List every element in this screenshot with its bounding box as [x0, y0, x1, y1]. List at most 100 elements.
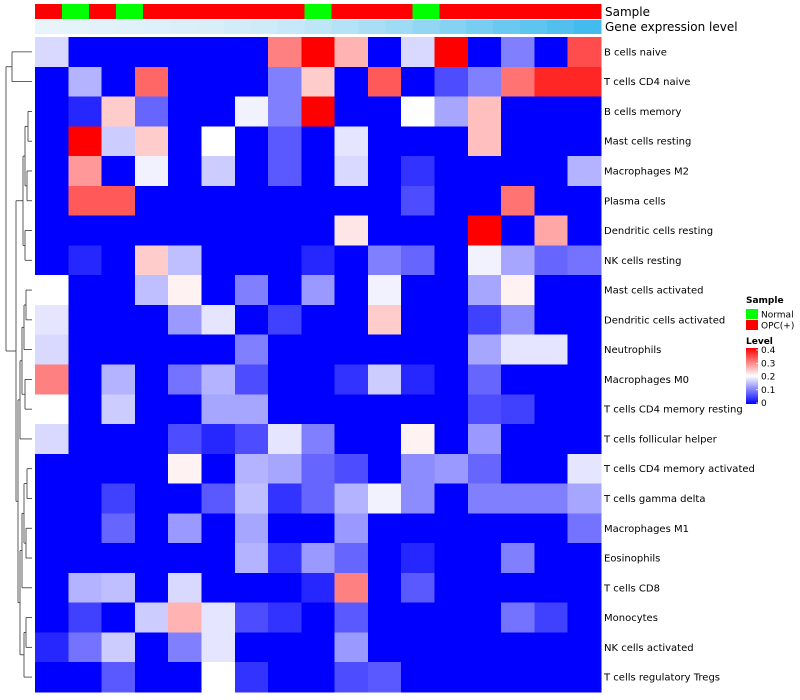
heatmap-cell — [467, 215, 502, 246]
heatmap-cell — [434, 364, 469, 395]
sample-legend-swatch — [746, 320, 758, 330]
sample-legend-label: Normal — [761, 311, 794, 321]
heatmap-cell — [201, 543, 236, 574]
heatmap-cell — [367, 632, 402, 663]
heatmap-cell — [68, 156, 102, 187]
heatmap-cell — [534, 394, 569, 425]
heatmap-cell — [68, 602, 102, 633]
heatmap-cell — [534, 632, 569, 663]
sample-annotation-cell — [277, 4, 305, 19]
heatmap-cell — [334, 304, 369, 336]
heatmap-cell — [401, 424, 435, 455]
heatmap-cell — [134, 304, 169, 336]
gene-level-annotation-cell — [250, 20, 278, 34]
heatmap-cell — [334, 96, 369, 127]
sample-annotation-cell — [439, 4, 467, 19]
gene-level-annotation-cell — [169, 20, 198, 34]
heatmap-cell — [301, 394, 336, 425]
heatmap-cell — [301, 156, 336, 187]
heatmap-cell — [101, 334, 136, 365]
heatmap-cell — [434, 632, 469, 663]
heatmap-cell — [68, 662, 102, 693]
heatmap-cell — [367, 483, 402, 514]
gene-level-annotation-cell — [547, 20, 575, 34]
heatmap-cell — [201, 96, 236, 127]
heatmap-cell — [434, 37, 469, 68]
heatmap-cell — [367, 424, 402, 455]
heatmap-cell — [268, 37, 302, 68]
heatmap-cell — [68, 37, 102, 68]
heatmap-cell — [35, 572, 69, 604]
heatmap-cell — [101, 632, 136, 663]
heatmap-cell — [567, 483, 602, 514]
row-label: Macrophages M0 — [604, 375, 689, 386]
heatmap-cell — [234, 453, 269, 484]
heatmap-cell — [201, 185, 236, 217]
heatmap-cell — [401, 245, 435, 276]
heatmap-cell — [168, 602, 202, 633]
heatmap-cell — [234, 632, 269, 663]
heatmap-cell — [101, 453, 136, 484]
heatmap-cell — [534, 424, 569, 455]
heatmap-cell — [367, 304, 402, 336]
level-tick-label: 0.1 — [761, 386, 775, 396]
heatmap-cell — [334, 126, 369, 157]
sample-annotation-cell — [547, 4, 575, 19]
heatmap-cell — [134, 156, 169, 187]
heatmap-cell — [434, 185, 469, 217]
heatmap-cell — [201, 662, 236, 693]
heatmap-cell — [367, 156, 402, 187]
heatmap-cell — [134, 215, 169, 246]
heatmap-cell — [501, 215, 535, 246]
heatmap-cell — [168, 572, 202, 604]
heatmap-cell — [467, 126, 502, 157]
heatmap-cell — [268, 96, 302, 127]
heatmap-cell — [234, 334, 269, 365]
heatmap-cell — [134, 126, 169, 157]
heatmap-cell — [134, 275, 169, 306]
heatmap-cell — [567, 632, 602, 663]
sample-annotation-cell — [196, 4, 225, 19]
heatmap-cell — [134, 394, 169, 425]
heatmap-cell — [467, 156, 502, 187]
row-label: Dendritic cells activated — [604, 315, 725, 326]
heatmap-cell — [134, 245, 169, 276]
sample-annotation-cell — [412, 4, 440, 19]
heatmap-cell — [268, 424, 302, 455]
heatmap-cell — [234, 424, 269, 455]
heatmap-cell — [467, 483, 502, 514]
gene-level-annotation-cell — [277, 20, 305, 34]
heatmap-cell — [301, 334, 336, 365]
heatmap-cell — [567, 156, 602, 187]
heatmap-cell — [501, 602, 535, 633]
heatmap-cell — [367, 602, 402, 633]
heatmap-cell — [534, 602, 569, 633]
heatmap-cell — [35, 632, 69, 663]
heatmap-cell — [35, 275, 69, 306]
heatmap-cell — [467, 304, 502, 336]
heatmap-cell — [367, 394, 402, 425]
heatmap-cell — [35, 126, 69, 157]
heatmap-cell — [234, 215, 269, 246]
heatmap-cell — [101, 602, 136, 633]
heatmap-cell — [234, 304, 269, 336]
heatmap-cell — [134, 543, 169, 574]
heatmap-cell — [234, 572, 269, 604]
heatmap-cell — [401, 215, 435, 246]
row-label: Dendritic cells resting — [604, 226, 713, 237]
heatmap-cell — [201, 483, 236, 514]
heatmap-cell — [501, 156, 535, 187]
heatmap-cell — [467, 572, 502, 604]
heatmap-cell — [101, 572, 136, 604]
heatmap-cell — [168, 334, 202, 365]
heatmap-cell — [501, 632, 535, 663]
row-label: Neutrophils — [604, 345, 661, 356]
heatmap-cell — [101, 364, 136, 395]
heatmap-cell — [334, 424, 369, 455]
heatmap-cell — [201, 37, 236, 68]
heatmap-cell — [101, 126, 136, 157]
heatmap-cell — [334, 245, 369, 276]
heatmap-cell — [367, 96, 402, 127]
heatmap-cell — [201, 215, 236, 246]
